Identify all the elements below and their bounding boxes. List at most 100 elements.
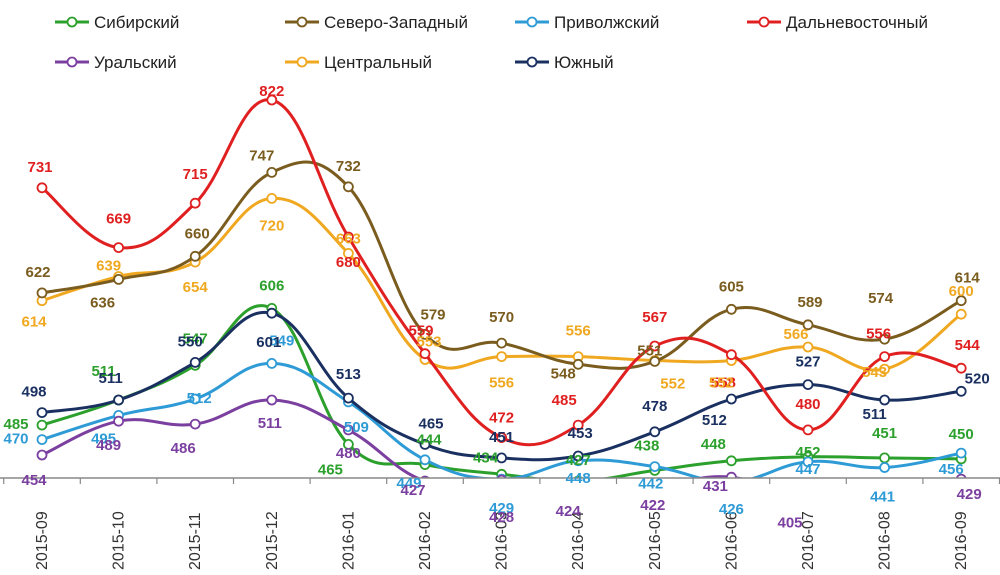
data-label: 453 bbox=[568, 425, 593, 442]
data-point bbox=[419, 454, 431, 466]
data-label: 448 bbox=[701, 436, 726, 453]
data-point bbox=[572, 419, 584, 431]
data-label: 606 bbox=[259, 277, 284, 294]
data-label: 547 bbox=[183, 330, 208, 347]
data-label: 451 bbox=[872, 425, 897, 442]
data-label: 747 bbox=[249, 147, 274, 164]
data-label: 566 bbox=[783, 326, 808, 343]
legend: Сибирский Северо-Западный Приволжский Дальн… bbox=[55, 13, 928, 72]
data-label: 543 bbox=[862, 364, 887, 381]
data-label: 480 bbox=[795, 396, 820, 413]
x-tick-label: 2016-06 bbox=[723, 511, 740, 570]
data-label: 605 bbox=[719, 278, 744, 295]
data-label: 442 bbox=[638, 476, 663, 493]
data-label: 444 bbox=[416, 432, 442, 449]
data-label: 449 bbox=[396, 475, 421, 492]
legend-item-ural: Уральский bbox=[55, 53, 177, 72]
data-point bbox=[113, 394, 124, 406]
data-point bbox=[496, 452, 508, 464]
data-label: 654 bbox=[183, 279, 209, 296]
data-label: 600 bbox=[949, 283, 974, 300]
data-point bbox=[189, 250, 201, 262]
x-tick-label: 2016-05 bbox=[647, 511, 664, 570]
data-label: 589 bbox=[797, 294, 822, 311]
x-tick-label: 2015-11 bbox=[187, 512, 204, 570]
data-point bbox=[649, 355, 661, 367]
data-label: 511 bbox=[862, 406, 886, 423]
data-label: 448 bbox=[566, 470, 591, 487]
data-point bbox=[879, 462, 890, 473]
data-point bbox=[36, 419, 48, 431]
data-point bbox=[726, 455, 737, 467]
legend-label: Дальневосточный bbox=[786, 13, 928, 32]
data-label: 558 bbox=[711, 375, 736, 392]
data-label: 732 bbox=[336, 158, 361, 175]
data-label: 556 bbox=[489, 375, 514, 392]
x-tick-label: 2015-10 bbox=[111, 511, 128, 570]
data-label: 527 bbox=[795, 354, 820, 371]
data-point bbox=[36, 287, 48, 299]
data-point bbox=[36, 449, 48, 461]
data-label: 465 bbox=[418, 415, 443, 432]
data-point bbox=[419, 348, 431, 360]
data-point bbox=[36, 407, 48, 419]
data-label: 511 bbox=[91, 363, 115, 380]
data-point bbox=[266, 192, 278, 204]
legend-marker bbox=[296, 56, 308, 68]
data-label: 720 bbox=[259, 217, 284, 234]
data-point bbox=[266, 94, 278, 106]
data-label: 512 bbox=[702, 412, 727, 429]
data-label: 454 bbox=[21, 472, 47, 489]
data-point bbox=[342, 438, 354, 450]
data-point bbox=[189, 418, 201, 430]
data-point bbox=[342, 247, 354, 259]
legend-marker bbox=[526, 56, 538, 68]
data-point bbox=[802, 379, 814, 391]
legend-label: Южный bbox=[554, 53, 614, 72]
legend-marker bbox=[296, 16, 308, 28]
data-point bbox=[802, 319, 814, 331]
legend-label: Уральский bbox=[94, 53, 177, 72]
x-tick-label: 2016-09 bbox=[953, 511, 970, 570]
data-label: 548 bbox=[551, 365, 576, 382]
data-label: 639 bbox=[96, 258, 121, 275]
data-point bbox=[955, 447, 967, 459]
data-point bbox=[572, 358, 584, 370]
data-point bbox=[955, 308, 967, 320]
data-label: 512 bbox=[187, 390, 212, 407]
series-far-eastern bbox=[36, 94, 967, 447]
data-label: 822 bbox=[259, 83, 284, 100]
legend-item-central: Центральный bbox=[285, 53, 432, 72]
data-point bbox=[955, 295, 967, 307]
data-label: 434 bbox=[473, 449, 499, 466]
data-label: 472 bbox=[489, 410, 514, 427]
data-label: 511 bbox=[258, 415, 282, 432]
data-label: 715 bbox=[183, 166, 208, 183]
data-point bbox=[342, 231, 354, 243]
data-point bbox=[189, 197, 201, 209]
x-tick-label: 2016-04 bbox=[570, 511, 587, 570]
data-label: 426 bbox=[719, 501, 744, 518]
data-point bbox=[649, 426, 661, 438]
data-point bbox=[802, 341, 814, 353]
legend-item-far-eastern: Дальневосточный bbox=[747, 13, 928, 32]
data-label: 552 bbox=[709, 375, 734, 392]
data-point bbox=[649, 340, 661, 352]
data-label: 550 bbox=[178, 333, 203, 350]
data-label: 660 bbox=[185, 225, 210, 242]
data-point bbox=[572, 450, 584, 462]
legend-item-siberian: Сибирский bbox=[55, 13, 179, 32]
data-point bbox=[266, 166, 278, 178]
data-point bbox=[879, 452, 890, 464]
data-label: 549 bbox=[269, 332, 294, 349]
data-point bbox=[955, 385, 967, 397]
data-label: 470 bbox=[3, 431, 28, 448]
data-point bbox=[726, 393, 737, 405]
data-label: 520 bbox=[965, 370, 990, 387]
data-label: 513 bbox=[336, 366, 361, 383]
data-label: 731 bbox=[27, 159, 52, 176]
data-point bbox=[649, 461, 661, 473]
data-label: 452 bbox=[795, 444, 820, 461]
series-southern bbox=[36, 307, 967, 464]
